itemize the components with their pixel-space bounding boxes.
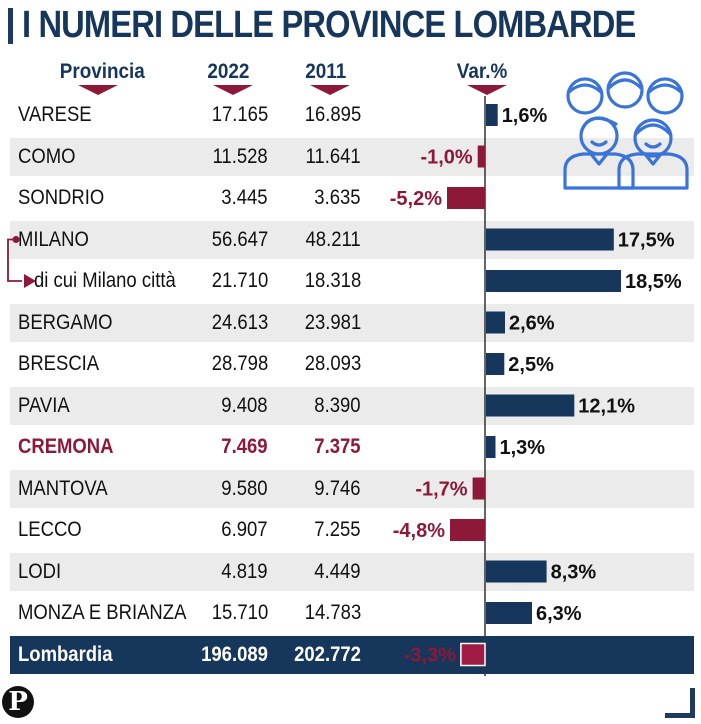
table-row: Lombardia 196.089 202.772	[10, 635, 694, 674]
value-2022: 11.528	[212, 144, 268, 168]
province-name: MANTOVA	[18, 476, 108, 500]
value-2022: 9.580	[221, 476, 268, 500]
value-2022: 7.469	[221, 435, 268, 458]
value-2022: 3.445	[221, 186, 268, 209]
value-2022: 6.907	[221, 518, 268, 541]
province-name: PAVIA	[18, 393, 70, 417]
header-var-arrow	[467, 85, 507, 95]
value-2022: 4.819	[221, 559, 268, 583]
value-2011: 18.318	[304, 269, 361, 292]
people-group-icon	[563, 71, 689, 190]
table-row: MILANO 56.647 48.211	[10, 220, 694, 259]
province-name: MILANO	[18, 227, 89, 251]
value-2011: 9.746	[314, 476, 361, 500]
table-row: di cui Milano città 21.710 18.318	[10, 262, 694, 300]
table-row: VARESE 17.165 16.895	[10, 96, 694, 134]
table-row: MANTOVA 9.580 9.746	[10, 469, 694, 508]
header-var: Var.%	[456, 60, 508, 83]
sub-item-arrow	[24, 274, 36, 288]
frame-corner-top-left	[8, 8, 13, 44]
table-row: CREMONA 7.469 7.375	[10, 428, 694, 466]
value-2011: 28.093	[304, 352, 361, 375]
value-2022: 196.089	[201, 642, 268, 666]
value-2022: 17.165	[211, 103, 268, 126]
province-name: BERGAMO	[18, 310, 113, 334]
value-2011: 8.390	[314, 393, 361, 417]
province-name: di cui Milano città	[34, 269, 176, 292]
province-name: VARESE	[18, 103, 92, 126]
value-2011: 4.449	[314, 559, 361, 583]
value-2022: 28.798	[211, 352, 268, 375]
data-table: VARESE 17.165 16.895 COMO 11.528 11.641 SONDRI…	[0, 96, 701, 676]
value-2022: 56.647	[211, 227, 268, 251]
table-row: BERGAMO 24.613 23.981	[10, 303, 694, 342]
publisher-logo-icon: P	[2, 686, 34, 718]
province-name: CREMONA	[18, 435, 114, 458]
table-row: PAVIA 9.408 8.390	[10, 386, 694, 425]
province-name: LECCO	[18, 518, 82, 541]
value-2011: 202.772	[294, 642, 361, 666]
value-2011: 7.375	[314, 435, 361, 458]
value-2011: 48.211	[305, 227, 361, 251]
table-row: BRESCIA 28.798 28.093	[10, 345, 694, 383]
value-2011: 3.635	[314, 186, 361, 209]
province-name: SONDRIO	[18, 186, 105, 209]
header-2011: 2011	[305, 60, 347, 83]
header-2022: 2022	[207, 60, 250, 83]
header-provincia-arrow	[78, 85, 118, 95]
value-2011: 11.641	[305, 144, 361, 168]
value-2011: 23.981	[304, 310, 361, 334]
province-name: LODI	[18, 559, 62, 583]
value-2022: 9.408	[221, 393, 268, 417]
province-name: MONZA E BRIANZA	[18, 601, 187, 624]
province-name: Lombardia	[18, 642, 113, 666]
table-row: COMO 11.528 11.641	[10, 137, 694, 176]
value-2011: 7.255	[314, 518, 361, 541]
frame-corner-bottom-right	[690, 688, 695, 718]
province-name: COMO	[18, 144, 76, 168]
table-row: SONDRIO 3.445 3.635	[10, 179, 694, 217]
value-2011: 16.895	[304, 103, 361, 126]
table-row: LODI 4.819 4.449	[10, 552, 694, 591]
value-2022: 21.710	[211, 269, 268, 292]
value-2022: 15.710	[211, 601, 268, 624]
table-row: MONZA E BRIANZA 15.710 14.783	[10, 594, 694, 632]
frame-corner-bottom-right	[665, 713, 695, 718]
header-provincia: Provincia	[59, 60, 145, 83]
header-2022-arrow	[213, 85, 253, 95]
page-title: I NUMERI DELLE PROVINCE LOMBARDE	[22, 4, 636, 46]
province-name: BRESCIA	[18, 352, 100, 375]
table-row: LECCO 6.907 7.255	[10, 511, 694, 549]
value-2011: 14.783	[304, 601, 361, 624]
value-2022: 24.613	[211, 310, 268, 334]
header-2011-arrow	[310, 85, 350, 95]
